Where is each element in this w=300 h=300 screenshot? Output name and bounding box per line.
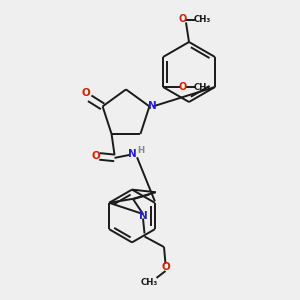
- Text: O: O: [179, 14, 187, 25]
- Text: CH₃: CH₃: [194, 15, 211, 24]
- Text: O: O: [82, 88, 91, 98]
- Text: CH₃: CH₃: [140, 278, 158, 287]
- Text: N: N: [139, 212, 147, 221]
- Text: H: H: [137, 146, 144, 155]
- Text: O: O: [178, 82, 187, 92]
- Text: CH₃: CH₃: [194, 82, 211, 91]
- Text: O: O: [161, 262, 170, 272]
- Text: N: N: [128, 149, 137, 159]
- Text: N: N: [148, 101, 157, 111]
- Text: O: O: [92, 151, 100, 161]
